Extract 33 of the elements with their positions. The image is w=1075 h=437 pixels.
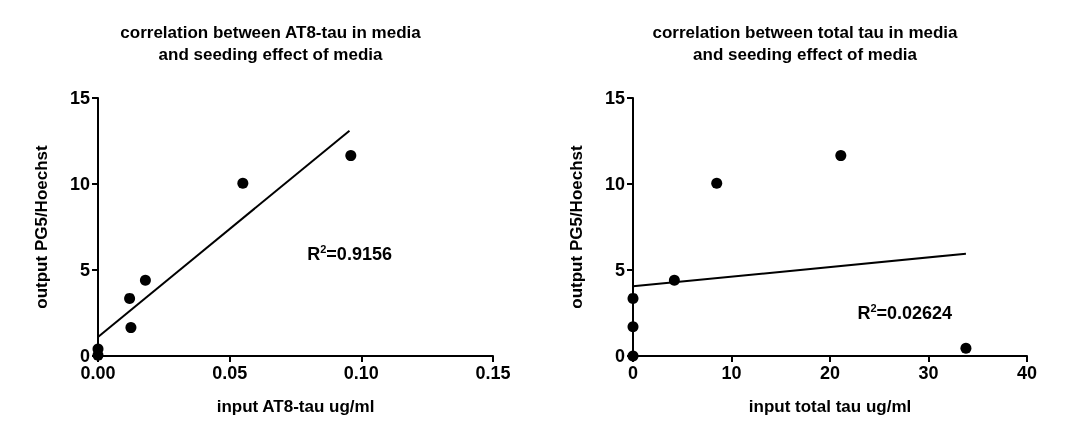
y-axis-title: output PG5/Hoechst bbox=[567, 144, 586, 309]
x-axis-title: input AT8-tau ug/ml bbox=[216, 397, 375, 416]
y-tick-label: 10 bbox=[69, 174, 90, 194]
chart-title: correlation between AT8-tau in media and seeding effect of media bbox=[120, 22, 422, 64]
x-tick-label: 0.15 bbox=[475, 363, 511, 383]
y-tick-label: 15 bbox=[69, 88, 90, 108]
point bbox=[125, 322, 137, 334]
y-tick-label: 5 bbox=[79, 260, 90, 280]
point bbox=[960, 342, 972, 354]
y-tick-label: 10 bbox=[604, 174, 625, 194]
x-tick-label: 0.10 bbox=[343, 363, 379, 383]
point bbox=[124, 292, 136, 304]
point bbox=[835, 150, 847, 162]
x-tick-label: 30 bbox=[918, 363, 939, 383]
x-tick-label: 10 bbox=[721, 363, 742, 383]
point bbox=[711, 177, 723, 189]
y-tick-label: 5 bbox=[614, 260, 625, 280]
y-tick-label: 0 bbox=[614, 346, 625, 366]
x-tick-label: 0 bbox=[627, 363, 639, 383]
x-tick-label: 20 bbox=[819, 363, 841, 383]
point bbox=[345, 150, 357, 162]
x-axis-title: input total tau ug/ml bbox=[748, 397, 912, 416]
x-tick-label: 40 bbox=[1016, 363, 1038, 383]
y-tick-label: 0 bbox=[79, 346, 90, 366]
point bbox=[139, 274, 151, 286]
point bbox=[627, 292, 639, 304]
y-tick-label: 15 bbox=[604, 88, 625, 108]
y-axis-title: output PG5/Hoechst bbox=[32, 144, 51, 309]
point bbox=[627, 321, 639, 333]
point bbox=[237, 177, 249, 189]
chart-title: correlation between total tau in media and seeding effect of media bbox=[652, 22, 959, 64]
x-tick-label: 0.00 bbox=[80, 363, 116, 383]
x-tick-label: 0.05 bbox=[212, 363, 248, 383]
